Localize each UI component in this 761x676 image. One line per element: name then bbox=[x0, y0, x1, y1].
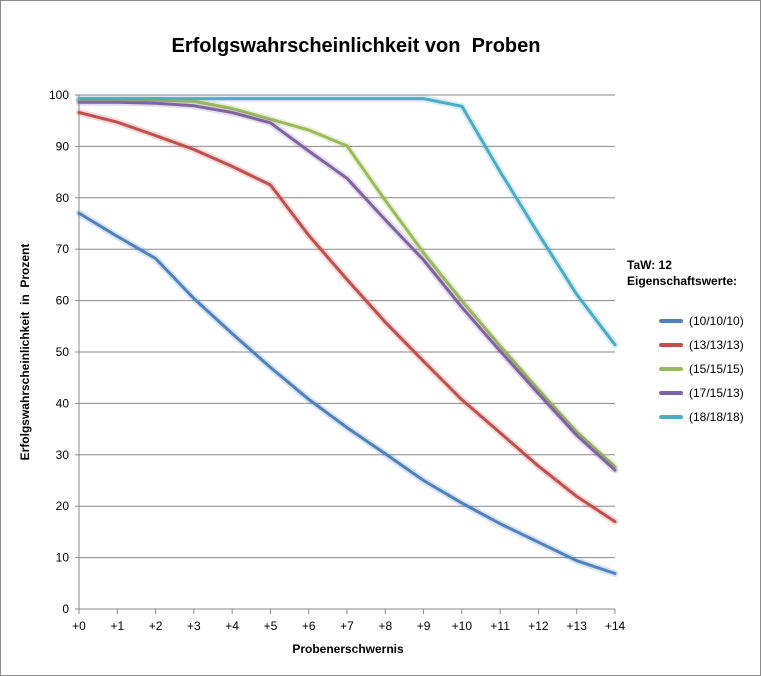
legend-label: (18/18/18) bbox=[689, 410, 744, 424]
x-tick-label: +5 bbox=[264, 619, 278, 633]
x-tick-label: +12 bbox=[528, 619, 549, 633]
y-tick-label: 80 bbox=[56, 191, 70, 205]
legend-items: (10/10/10) (13/13/13) (15/15/15) (17/15/13)… bbox=[627, 309, 757, 429]
legend-title-eigenschaften: Eigenschaftswerte: bbox=[627, 274, 738, 288]
x-axis-title: Probenerschwernis bbox=[292, 642, 404, 656]
y-tick-label: 0 bbox=[62, 602, 69, 616]
series-line-5 bbox=[77, 97, 617, 347]
x-tick-label: +9 bbox=[417, 619, 431, 633]
x-tick-label: +11 bbox=[490, 619, 510, 633]
y-tick-label: 50 bbox=[56, 345, 70, 359]
legend-swatch bbox=[659, 391, 683, 395]
series-glow-4 bbox=[75, 98, 619, 474]
x-tick-label: +3 bbox=[187, 619, 201, 633]
x-tick-label: +2 bbox=[149, 619, 163, 633]
y-tick-label: 60 bbox=[56, 294, 70, 308]
y-tick-label: 40 bbox=[56, 396, 70, 410]
legend-item-3: (15/15/15) bbox=[659, 357, 757, 381]
legend: TaW: 12 Eigenschaftswerte: (10/10/10) (13… bbox=[627, 257, 757, 429]
legend-item-2: (13/13/13) bbox=[659, 333, 757, 357]
legend-swatch bbox=[659, 415, 683, 419]
y-tick-label: 100 bbox=[49, 88, 69, 102]
y-tick-label: 10 bbox=[56, 551, 70, 565]
chart-title: Erfolgswahrscheinlichkeit von Proben bbox=[171, 35, 541, 57]
legend-item-5: (18/18/18) bbox=[659, 405, 757, 429]
series-line-3 bbox=[77, 98, 617, 469]
legend-swatch bbox=[659, 367, 683, 371]
y-tick-label: 20 bbox=[56, 499, 70, 513]
legend-title-taw: TaW: 12 bbox=[627, 258, 672, 272]
y-tick-label: 30 bbox=[56, 448, 70, 462]
x-tick-label: +14 bbox=[605, 619, 626, 633]
series-line-4 bbox=[77, 100, 617, 472]
legend-swatch bbox=[659, 343, 683, 347]
x-tick-label: +8 bbox=[378, 619, 392, 633]
legend-swatch bbox=[659, 319, 683, 323]
x-tick-label: +10 bbox=[452, 619, 473, 633]
series-line-2 bbox=[77, 111, 617, 524]
legend-label: (15/15/15) bbox=[689, 362, 744, 376]
y-tick-label: 70 bbox=[56, 242, 70, 256]
y-tick-label: 90 bbox=[56, 139, 70, 153]
x-tick-label: +1 bbox=[110, 619, 124, 633]
x-tick-label: +6 bbox=[302, 619, 316, 633]
x-tick-label: +13 bbox=[567, 619, 588, 633]
x-tick-label: +7 bbox=[340, 619, 354, 633]
legend-label: (10/10/10) bbox=[689, 314, 744, 328]
series-line-1 bbox=[77, 211, 617, 575]
legend-label: (13/13/13) bbox=[689, 338, 744, 352]
x-tick-label: +4 bbox=[225, 619, 239, 633]
legend-label: (17/15/13) bbox=[689, 386, 744, 400]
x-tick-label: +0 bbox=[72, 619, 86, 633]
legend-item-4: (17/15/13) bbox=[659, 381, 757, 405]
series-glow-2 bbox=[75, 109, 619, 526]
legend-item-1: (10/10/10) bbox=[659, 309, 757, 333]
